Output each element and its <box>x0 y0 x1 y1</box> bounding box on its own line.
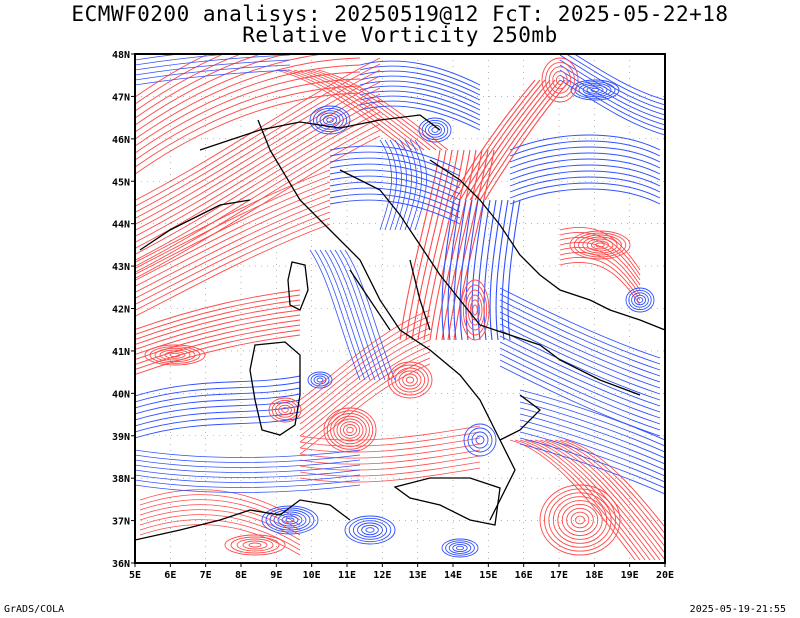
lon-label: 16E <box>515 570 533 581</box>
lat-label: 48N <box>112 50 130 61</box>
lon-label: 6E <box>164 570 176 581</box>
lon-label: 8E <box>235 570 247 581</box>
lat-label: 39N <box>112 432 130 443</box>
lat-label: 44N <box>112 220 130 231</box>
lat-label: 37N <box>112 517 130 528</box>
lon-label: 11E <box>338 570 356 581</box>
lon-label: 5E <box>129 570 141 581</box>
lon-label: 12E <box>373 570 391 581</box>
lon-label: 15E <box>479 570 497 581</box>
longitude-labels: 5E 6E 7E 8E 9E 10E 11E 12E 13E 14E 15E 16E 17E 18E 19E… <box>129 563 674 581</box>
latitude-labels: 36N 37N 38N 39N 40N 41N 42N 43N 44N 45N 46N 47N 48N <box>112 50 135 570</box>
footer-left: GrADS/COLA <box>4 604 65 615</box>
lon-label: 14E <box>444 570 462 581</box>
lon-label: 13E <box>409 570 427 581</box>
footer-right: 2025-05-19-21:55 <box>689 604 786 615</box>
lon-label: 18E <box>585 570 603 581</box>
lon-label: 10E <box>303 570 321 581</box>
lon-label: 7E <box>200 570 212 581</box>
lat-label: 47N <box>112 92 130 103</box>
coastlines <box>135 114 665 541</box>
lon-label: 19E <box>621 570 639 581</box>
lon-label: 20E <box>656 570 674 581</box>
vorticity-contours <box>135 54 665 561</box>
lat-label: 46N <box>112 135 130 146</box>
lat-label: 38N <box>112 474 130 485</box>
lat-label: 41N <box>112 347 130 358</box>
map-gridlines <box>135 54 665 563</box>
lon-label: 9E <box>270 570 282 581</box>
lat-label: 43N <box>112 262 130 273</box>
chart-title: ECMWF0200 analisys: 20250519@12 FcT: 202… <box>71 2 729 26</box>
lat-label: 42N <box>112 305 130 316</box>
lon-label: 17E <box>550 570 568 581</box>
lat-label: 45N <box>112 177 130 188</box>
lat-label: 36N <box>112 559 130 570</box>
lat-label: 40N <box>112 389 130 400</box>
chart-subtitle: Relative Vorticity 250mb <box>242 23 558 47</box>
